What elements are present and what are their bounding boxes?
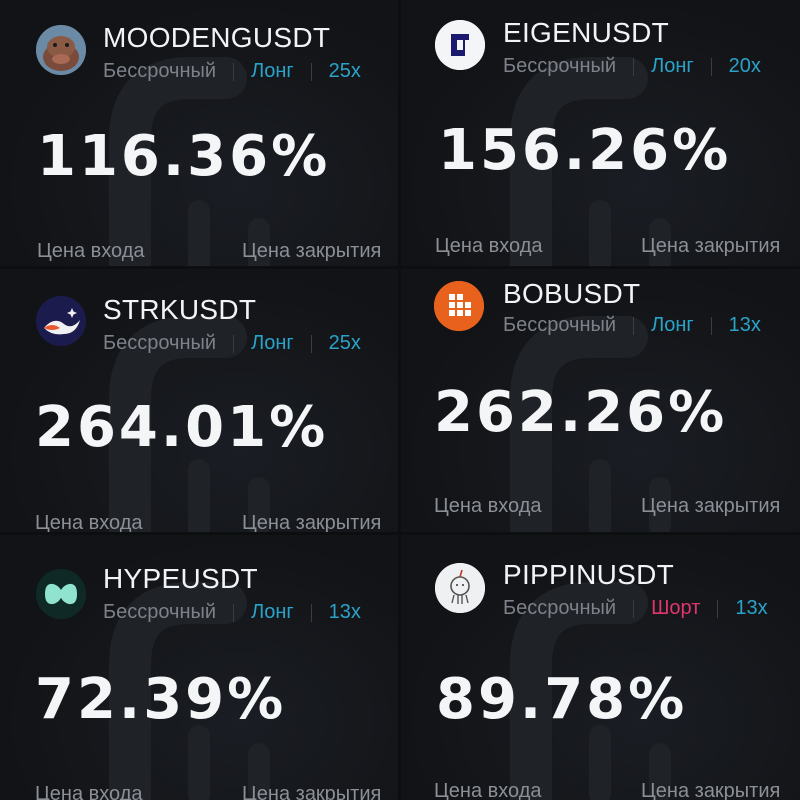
pair-name: HYPEUSDT <box>103 563 258 594</box>
pnl-percent: 156.26% <box>438 118 732 183</box>
leverage: 13x <box>735 597 768 619</box>
position-meta: Бессрочный Лонг 20x <box>503 55 761 78</box>
position-meta: Бессрочный Лонг 13x <box>103 601 361 624</box>
pair-name: EIGENUSDT <box>503 17 670 48</box>
entry-price-label: Цена входа <box>434 780 542 800</box>
position-side: Шорт <box>651 597 701 619</box>
leverage: 25x <box>328 60 361 82</box>
entry-price-label: Цена входа <box>434 495 542 517</box>
position-meta: Бессрочный Лонг 13x <box>503 314 761 337</box>
contract-type: Бессрочный <box>503 55 617 77</box>
close-price-label: Цена закрытия <box>242 240 382 262</box>
pnl-percent: 89.78% <box>436 667 688 732</box>
bob-blocks-icon <box>434 281 484 331</box>
pair-name: MOODENGUSDT <box>103 22 331 53</box>
close-price-label: Цена закрытия <box>641 780 781 800</box>
leverage: 25x <box>328 332 361 354</box>
divider <box>233 603 235 622</box>
contract-type: Бессрочный <box>503 314 617 336</box>
moodeng-hippo-icon <box>36 25 86 75</box>
divider <box>633 599 635 618</box>
leverage: 20x <box>728 55 761 77</box>
pnl-percent: 264.01% <box>35 395 329 460</box>
position-meta: Бессрочный Лонг 25x <box>103 332 361 355</box>
position-side: Лонг <box>651 55 694 77</box>
eigen-icon <box>435 20 485 70</box>
pnl-percent: 72.39% <box>35 667 287 732</box>
trade-card-bob: BOBUSDT Бессрочный Лонг 13x 262.26% Цена… <box>401 269 800 532</box>
close-price-label: Цена закрытия <box>641 495 781 517</box>
divider <box>633 316 635 335</box>
contract-type: Бессрочный <box>503 597 617 619</box>
leverage: 13x <box>328 601 361 623</box>
position-side: Лонг <box>251 60 294 82</box>
divider <box>310 603 312 622</box>
trade-card-eigen: EIGENUSDT Бессрочный Лонг 20x 156.26% Це… <box>401 0 800 266</box>
divider <box>717 599 719 618</box>
divider <box>710 316 712 335</box>
position-side: Лонг <box>651 314 694 336</box>
hyperliquid-icon <box>36 569 86 619</box>
close-price-label: Цена закрытия <box>242 783 382 800</box>
pair-name: STRKUSDT <box>103 294 257 325</box>
position-side: Лонг <box>251 601 294 623</box>
entry-price-label: Цена входа <box>35 783 143 800</box>
position-meta: Бессрочный Шорт 13x <box>503 597 768 620</box>
trade-card-hype: HYPEUSDT Бессрочный Лонг 13x 72.39% Цена… <box>0 535 398 800</box>
divider <box>710 57 712 76</box>
entry-price-label: Цена входа <box>37 240 145 262</box>
divider <box>310 62 312 81</box>
contract-type: Бессрочный <box>103 332 217 354</box>
pnl-percent: 262.26% <box>434 380 728 445</box>
trade-card-pippin: PIPPINUSDT Бессрочный Шорт 13x 89.78% Це… <box>401 535 800 800</box>
position-meta: Бессрочный Лонг 25x <box>103 60 361 83</box>
close-price-label: Цена закрытия <box>641 235 781 257</box>
starknet-icon <box>36 296 86 346</box>
divider <box>233 334 235 353</box>
trade-card-strk: STRKUSDT Бессрочный Лонг 25x 264.01% Цен… <box>0 269 398 532</box>
close-price-label: Цена закрытия <box>242 512 382 532</box>
divider <box>233 62 235 81</box>
contract-type: Бессрочный <box>103 60 217 82</box>
entry-price-label: Цена входа <box>35 512 143 532</box>
pippin-unicorn-icon <box>435 563 485 613</box>
pnl-percent: 116.36% <box>37 124 331 189</box>
pair-name: PIPPINUSDT <box>503 559 675 590</box>
contract-type: Бессрочный <box>103 601 217 623</box>
entry-price-label: Цена входа <box>435 235 543 257</box>
pair-name: BOBUSDT <box>503 278 641 309</box>
divider <box>310 334 312 353</box>
trade-card-moodeng: MOODENGUSDT Бессрочный Лонг 25x 116.36% … <box>0 0 398 266</box>
divider <box>633 57 635 76</box>
position-side: Лонг <box>251 332 294 354</box>
leverage: 13x <box>728 314 761 336</box>
